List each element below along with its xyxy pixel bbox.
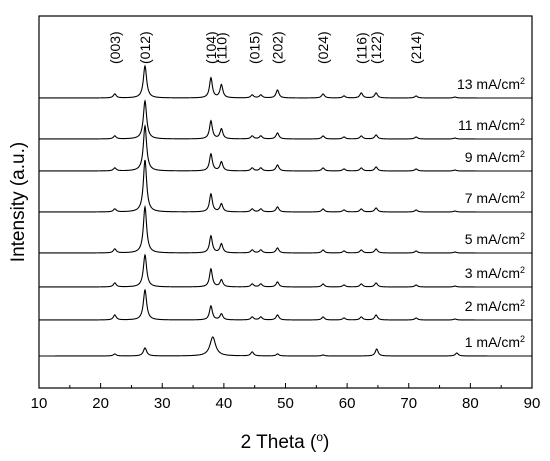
peak-label-1: (012) <box>137 31 153 64</box>
peak-label-6: (024) <box>315 31 331 64</box>
peak-label-9: (214) <box>408 31 424 64</box>
trace-3-ma-cm-line <box>39 253 532 288</box>
peak-label-8: (122) <box>368 31 384 64</box>
x-tick-label-1: 20 <box>92 395 109 412</box>
trace-1-ma-cm-line <box>39 336 532 357</box>
peak-label-2: (104) <box>203 31 219 64</box>
series-labels-group: 13 mA/cm2 11 mA/cm2 9 mA/cm2 7 mA/cm2 5 mA/c… <box>457 76 525 350</box>
traces-group <box>39 64 533 357</box>
series-label-1: 11 mA/cm2 <box>458 117 525 133</box>
peak-label-0: (003) <box>107 31 123 64</box>
series-label-6: 2 mA/cm2 <box>465 298 525 314</box>
x-tick-label-5: 60 <box>339 395 356 412</box>
x-tick-label-6: 70 <box>400 395 417 412</box>
x-tick-label-7: 80 <box>462 395 479 412</box>
x-axis-label-sup: o <box>316 430 323 444</box>
peak-label-7: (116) <box>353 32 369 64</box>
trace-5-ma-cm-line <box>39 204 532 254</box>
series-label-2: 9 mA/cm2 <box>465 149 525 165</box>
x-axis-label-base: 2 Theta ( <box>241 432 317 453</box>
series-label-7: 1 mA/cm2 <box>465 334 525 350</box>
peak-label-5: (202) <box>270 31 286 64</box>
trace-9-ma-cm-line <box>39 123 532 172</box>
trace-2-ma-cm-line <box>39 288 532 321</box>
x-tick-label-3: 40 <box>216 395 233 412</box>
x-tick-label-0: 10 <box>31 395 48 412</box>
x-tick-label-8: 90 <box>524 395 541 412</box>
plot-frame <box>38 15 533 389</box>
x-axis-label: 2 Theta (o) <box>241 430 330 453</box>
peak-labels-group: (003) (012) (104)(110) (015) (202) (024) (116)… <box>107 31 424 64</box>
peak-label-4: (015) <box>247 31 263 64</box>
trace-7-ma-cm-line <box>39 159 532 213</box>
trace-11-ma-cm-line <box>39 99 532 140</box>
x-tick-label-4: 50 <box>277 395 294 412</box>
series-label-3: 7 mA/cm2 <box>465 190 525 206</box>
series-label-4: 5 mA/cm2 <box>465 231 525 247</box>
trace-13-ma-cm-line <box>39 64 533 99</box>
x-axis-label-end: ) <box>323 432 329 453</box>
peak-label-3: (110) <box>213 32 229 64</box>
x-axis: 10 20 30 40 50 60 70 80 90 <box>31 383 541 412</box>
x-tick-label-2: 30 <box>154 395 171 412</box>
series-label-0: 13 mA/cm2 <box>457 76 525 92</box>
y-axis-label: Intensity (a.u.) <box>8 142 29 262</box>
series-label-5: 3 mA/cm2 <box>465 265 525 281</box>
